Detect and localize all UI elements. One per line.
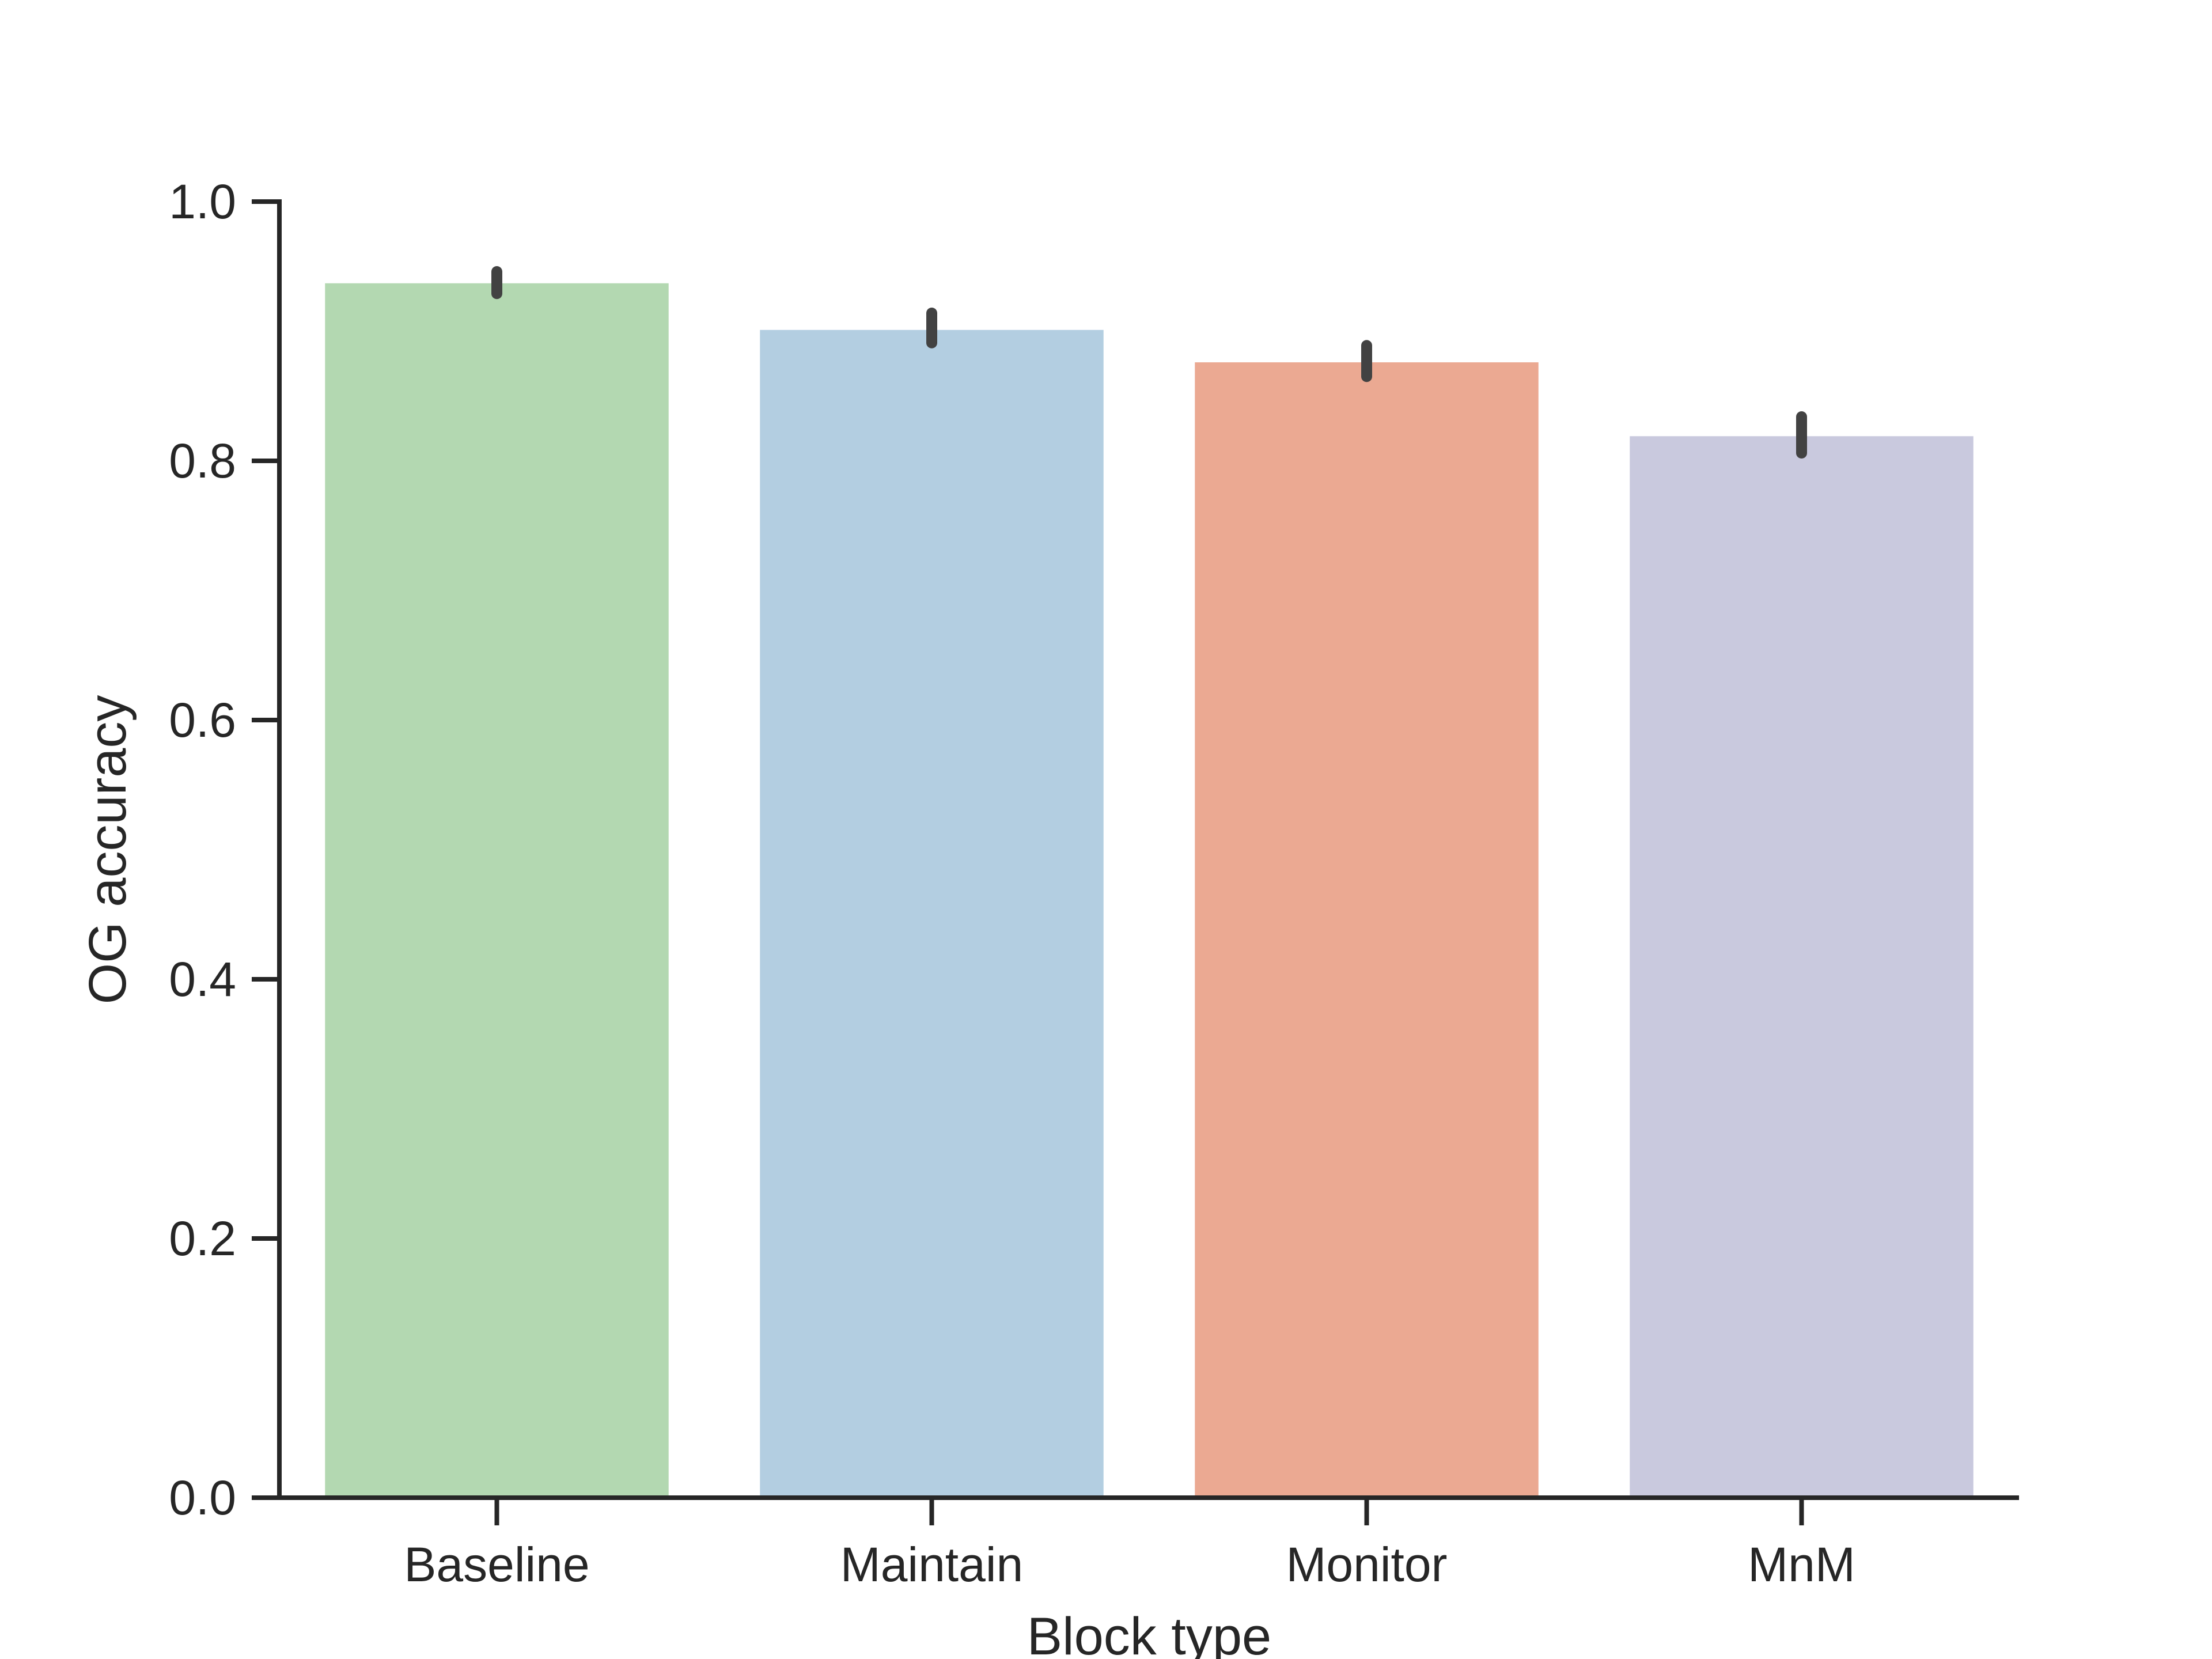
- x-tick-label: Maintain: [840, 1537, 1024, 1592]
- error-bars-group: [491, 266, 1807, 459]
- x-axis-title: Block type: [1027, 1607, 1271, 1659]
- y-tick-label: 1.0: [169, 175, 236, 229]
- x-tick-label: Baseline: [404, 1537, 589, 1592]
- y-tick-label: 0.8: [169, 434, 236, 488]
- bars-group: [325, 283, 1974, 1498]
- y-tick-label: 0.0: [169, 1471, 236, 1525]
- y-axis-title: OG accuracy: [78, 695, 137, 1005]
- y-tick-label: 0.4: [169, 952, 236, 1006]
- y-tick-label: 0.2: [169, 1211, 236, 1266]
- bar-monitor: [1195, 362, 1539, 1498]
- x-tick-label: MnM: [1748, 1537, 1855, 1592]
- x-tick-label: Monitor: [1286, 1537, 1447, 1592]
- y-tick-label: 0.6: [169, 693, 236, 747]
- bar-maintain: [760, 329, 1104, 1498]
- bar-baseline: [325, 283, 669, 1498]
- bar-mnm: [1630, 436, 1974, 1498]
- y-axis: 0.0 0.2 0.4 0.6 0.8 1.0: [169, 175, 282, 1525]
- x-axis: Baseline Maintain Monitor MnM: [252, 1495, 2019, 1592]
